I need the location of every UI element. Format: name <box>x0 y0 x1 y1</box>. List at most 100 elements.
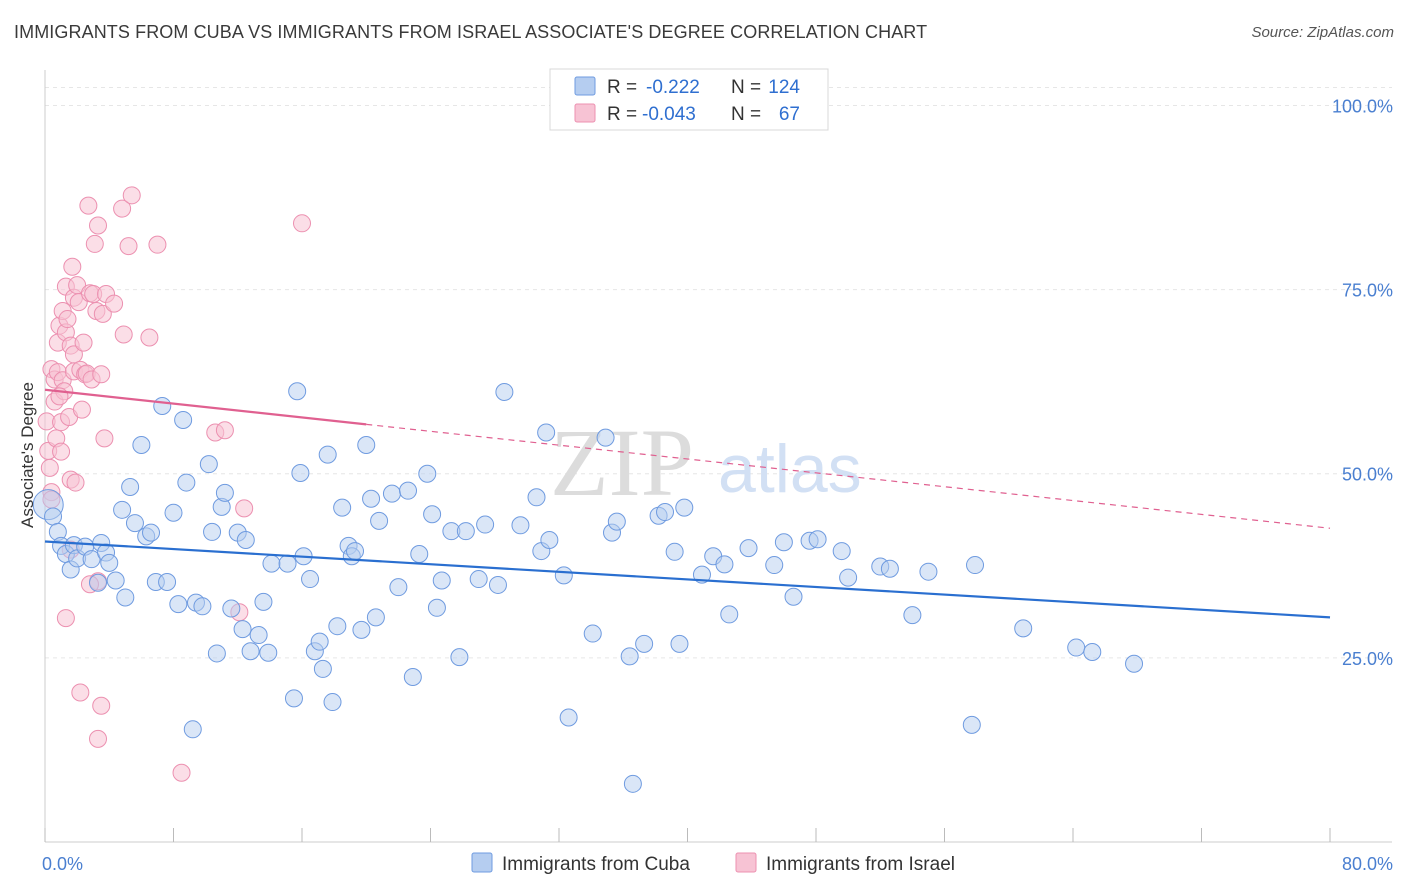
y-tick-label: 25.0% <box>1342 649 1393 669</box>
cuba-point <box>476 515 495 534</box>
cuba-point <box>318 445 337 464</box>
cuba-point <box>495 382 514 401</box>
cuba-point <box>554 566 573 585</box>
cuba-point <box>432 571 451 590</box>
cuba-point <box>427 598 446 617</box>
cuba-point <box>153 396 172 415</box>
cuba-point <box>89 573 108 592</box>
grid <box>45 86 1392 659</box>
cuba-point <box>399 481 418 500</box>
cuba-point <box>215 483 234 502</box>
cuba-point <box>174 410 193 429</box>
cuba-point <box>832 542 851 561</box>
cuba-point <box>903 606 922 625</box>
cuba-point <box>44 507 63 526</box>
cuba-point <box>132 436 151 455</box>
cuba-point <box>199 455 218 474</box>
cuba-point <box>352 620 371 639</box>
x-tick-label-min: 0.0% <box>42 854 83 874</box>
cuba-point <box>488 575 507 594</box>
cuba-point <box>207 644 226 663</box>
cuba-point <box>765 556 784 575</box>
legend-n-value-cuba: 124 <box>768 77 800 98</box>
cuba-point <box>739 539 758 558</box>
cuba-trend-line <box>44 540 1331 619</box>
cuba-point <box>113 500 132 519</box>
israel-point <box>63 257 82 276</box>
israel-point <box>79 196 98 215</box>
cuba-point <box>635 634 654 653</box>
cuba-point <box>675 498 694 517</box>
cuba-point <box>278 554 297 573</box>
legend-n-value-israel: 67 <box>779 104 800 125</box>
y-tick-label: 75.0% <box>1342 281 1393 301</box>
cuba-point <box>333 498 352 517</box>
israel-point <box>71 683 90 702</box>
cuba-point <box>288 382 307 401</box>
cuba-point <box>559 708 578 727</box>
cuba-point <box>720 605 739 624</box>
cuba-point <box>284 689 303 708</box>
israel-point <box>89 729 108 748</box>
cuba-point <box>665 542 684 561</box>
israel-point <box>235 499 254 518</box>
cuba-point <box>410 545 429 564</box>
cuba-point <box>607 512 626 531</box>
cuba-point <box>469 570 488 589</box>
legend-r-value-israel: -0.043 <box>642 104 696 125</box>
cuba-point <box>106 571 125 590</box>
cuba-point <box>362 489 381 508</box>
cuba-point <box>715 555 734 574</box>
cuba-point <box>596 428 615 447</box>
cuba-point <box>357 436 376 455</box>
cuba-point <box>254 592 273 611</box>
cuba-point <box>125 514 144 533</box>
legend-swatch-cuba <box>574 76 596 96</box>
cuba-point <box>656 503 675 522</box>
cuba-point <box>222 599 241 618</box>
israel-point <box>40 458 59 477</box>
israel-point <box>89 216 108 235</box>
bottom-legend-label-israel: Immigrants from Israel <box>766 854 955 875</box>
legend-r-label-israel: R = <box>607 104 637 125</box>
cuba-point <box>450 648 469 667</box>
israel-point <box>114 325 133 344</box>
cuba-point <box>262 554 281 573</box>
israel-point <box>58 310 77 329</box>
cuba-point <box>301 570 320 589</box>
cuba-point <box>540 531 559 550</box>
israel-point <box>122 186 141 205</box>
israel-point <box>52 442 71 461</box>
cuba-point <box>193 597 212 616</box>
israel-point <box>113 199 132 218</box>
trend-lines <box>44 388 1331 619</box>
cuba-point <box>966 556 985 575</box>
cuba-point <box>423 505 442 524</box>
watermark: ZIP atlas <box>550 409 862 516</box>
bottom-legend: Immigrants from Cuba Immigrants from Isr… <box>471 852 955 875</box>
cuba-point <box>233 620 252 639</box>
cuba-point <box>880 559 899 578</box>
israel-trend-line-solid <box>44 388 367 426</box>
cuba-point <box>670 634 689 653</box>
legend-r-label-cuba: R = <box>607 77 637 98</box>
israel-point <box>95 429 114 448</box>
cuba-point <box>142 523 161 542</box>
legend-box <box>549 68 829 131</box>
y-axis-label: Associate's Degree <box>18 382 37 528</box>
chart-title: IMMIGRANTS FROM CUBA VS IMMIGRANTS FROM … <box>14 22 928 42</box>
cuba-point <box>249 626 268 645</box>
cuba-point <box>962 715 981 734</box>
cuba-point <box>169 595 188 614</box>
israel-point <box>66 473 85 492</box>
cuba-point <box>418 464 437 483</box>
israel-trend-line-dashed <box>366 423 1331 529</box>
bottom-legend-swatch-israel <box>735 852 757 873</box>
cuba-point <box>583 624 602 643</box>
israel-point <box>215 421 234 440</box>
cuba-point <box>164 503 183 522</box>
cuba-point <box>382 484 401 503</box>
cuba-point <box>183 720 202 739</box>
israel-point <box>74 333 93 352</box>
cuba-point <box>1125 654 1144 673</box>
